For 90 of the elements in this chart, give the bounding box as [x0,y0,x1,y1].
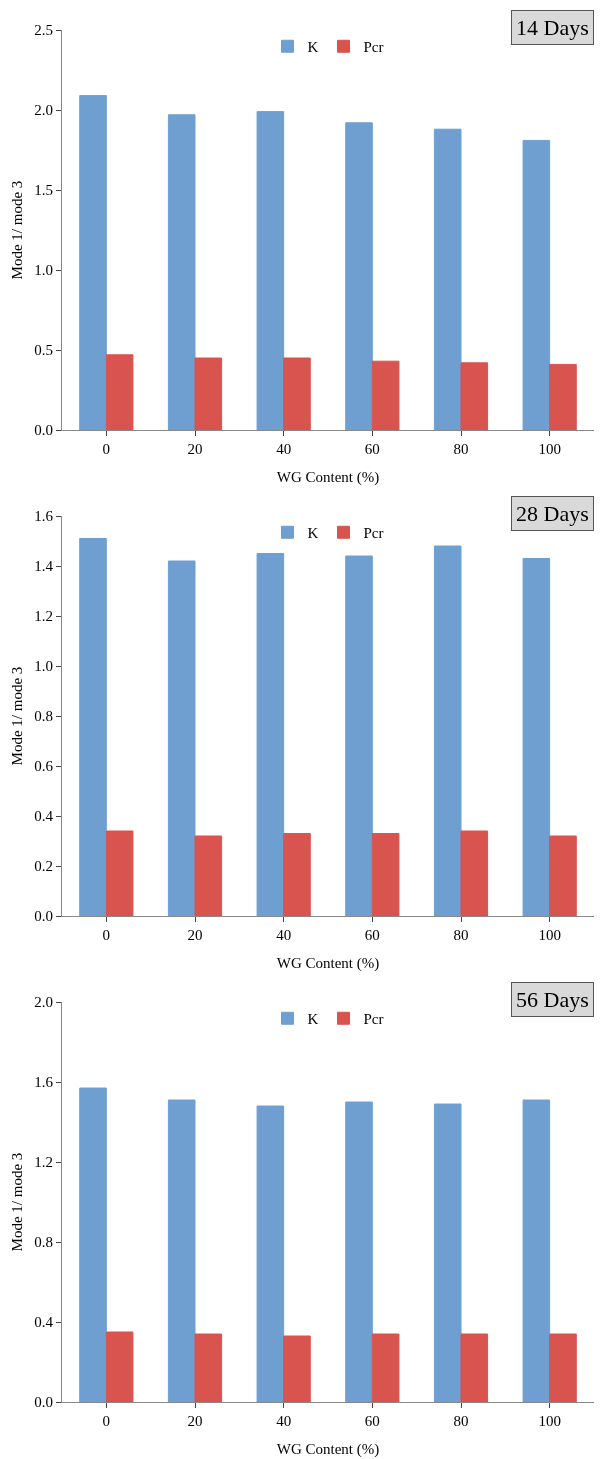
bar [167,560,196,916]
bar [433,1103,462,1402]
bar [79,95,107,430]
bar [522,558,551,916]
bar [460,830,489,916]
x-tick-label: 20 [187,441,203,457]
y-tick-label: 0.8 [34,1234,53,1251]
bar [105,1331,134,1402]
bar [194,835,223,916]
y-tick-label: 1.2 [34,1154,53,1171]
y-tick-label: 0.4 [34,808,54,825]
y-tick-label: 1.5 [34,182,53,199]
x-tick-label: 80 [453,1413,469,1429]
legend-label: Pcr [363,39,384,56]
bar [283,1335,311,1402]
bar [433,128,462,430]
y-tick-label: 0.8 [34,708,53,725]
x-tick-label: 100 [538,927,561,943]
y-tick-label: 1.0 [34,658,53,675]
x-tick-label: 0 [102,927,111,943]
y-tick-label: 0.5 [34,342,53,359]
bar [549,835,577,916]
bar [105,354,134,430]
x-tick-label: 0 [102,441,111,457]
annotation: 56 Days [516,987,589,1012]
y-tick-label: 1.0 [34,262,53,279]
y-tick-label: 2.5 [34,22,53,39]
bar [433,545,462,916]
legend-label: K [307,1011,319,1028]
x-axis-title: WG Content (%) [276,1441,380,1458]
bar [256,553,285,916]
y-tick-label: 1.6 [34,508,54,525]
y-tick-label: 1.2 [34,608,53,625]
y-tick-label: 0.0 [34,422,53,439]
bar [105,830,134,916]
x-tick-label: 40 [276,927,292,943]
bar [167,1099,196,1402]
legend-label: K [307,39,319,56]
bar [167,114,196,430]
bar [460,362,489,430]
bar [256,111,285,430]
x-tick-label: 40 [276,441,292,457]
x-tick-label: 100 [538,1413,561,1429]
bar [194,357,223,430]
y-tick-label: 0.0 [34,1394,53,1411]
bar [283,833,311,916]
annotation: 14 Days [516,15,589,40]
bar [194,1333,223,1402]
x-axis-title: WG Content (%) [276,469,380,486]
y-tick-label: 1.6 [34,1074,54,1091]
y-axis-title: Mode 1/ mode 3 [9,666,25,766]
x-tick-label: 80 [453,927,469,943]
x-tick-label: 60 [364,927,380,943]
bar [345,122,373,430]
y-axis-title: Mode 1/ mode 3 [9,1152,25,1252]
bar [522,139,551,430]
bar [549,363,577,430]
x-tick-label: 60 [364,441,380,457]
bar [79,1087,107,1402]
bar [549,1333,577,1402]
x-tick-label: 100 [538,441,561,457]
x-tick-label: 0 [102,1413,111,1429]
y-tick-label: 0.2 [34,858,53,875]
y-axis-title: Mode 1/ mode 3 [9,180,25,280]
bar [371,1333,400,1402]
y-tick-label: 1.4 [34,558,54,575]
bar [522,1099,551,1402]
bar [460,1333,489,1402]
x-tick-label: 60 [364,1413,380,1429]
x-tick-label: 20 [187,1413,203,1429]
annotation: 28 Days [516,501,589,526]
y-tick-label: 2.0 [34,994,53,1011]
legend-label: Pcr [363,525,384,542]
x-axis-title: WG Content (%) [276,955,380,972]
y-tick-label: 2.0 [34,102,53,119]
legend-label: K [307,525,319,542]
y-tick-label: 0.0 [34,908,53,925]
bar [283,357,311,430]
y-tick-label: 0.4 [34,1314,54,1331]
x-tick-label: 40 [276,1413,292,1429]
bar [345,1101,373,1402]
bar [371,360,400,430]
y-tick-label: 0.6 [34,758,54,775]
bar [371,833,400,916]
x-tick-label: 80 [453,441,469,457]
bar [345,555,373,916]
bar [256,1105,285,1402]
bar [79,538,107,916]
legend-label: Pcr [363,1011,384,1028]
x-tick-label: 20 [187,927,203,943]
